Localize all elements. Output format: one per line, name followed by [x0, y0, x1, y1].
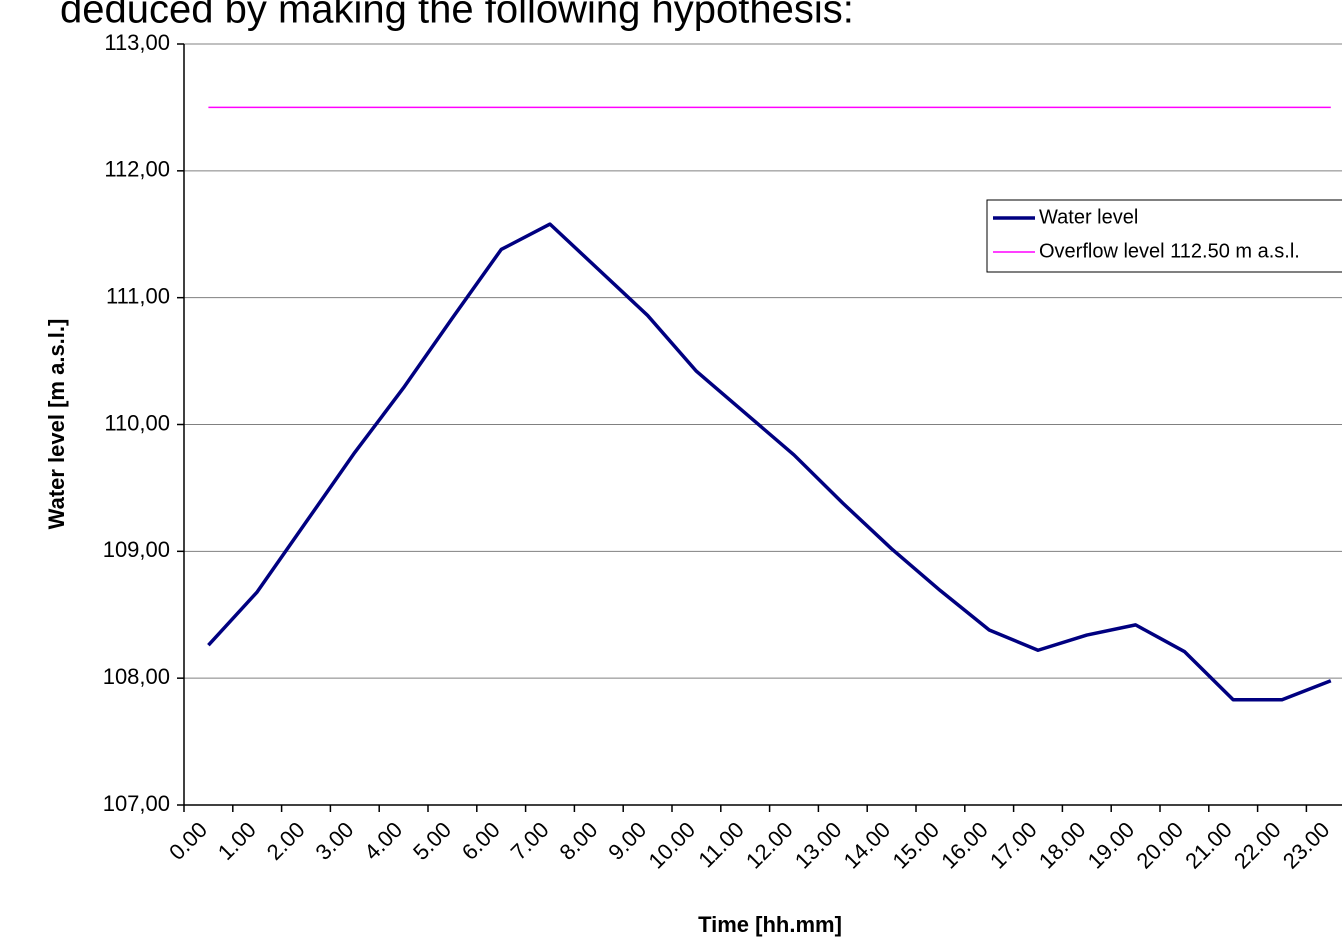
x-tick-label: 7.00 [506, 817, 554, 865]
x-tick-label: 1.00 [213, 817, 261, 865]
y-tick-label: 108,00 [103, 664, 170, 689]
x-tick-label: 10.00 [643, 817, 700, 874]
x-tick-label: 17.00 [985, 817, 1042, 874]
x-tick-label: 2.00 [262, 817, 310, 865]
x-tick-label: 18.00 [1034, 817, 1091, 874]
x-tick-label: 8.00 [554, 817, 602, 865]
series-line [207, 222, 1332, 702]
y-tick-label: 107,00 [103, 791, 170, 816]
x-tick-label: 6.00 [457, 817, 505, 865]
y-tick-label: 110,00 [104, 410, 170, 435]
x-tick-label: 16.00 [936, 817, 993, 874]
x-tick-label: 22.00 [1229, 817, 1286, 874]
x-tick-label: 14.00 [839, 817, 896, 874]
x-tick-label: 15.00 [887, 817, 944, 874]
x-tick-label: 4.00 [359, 817, 407, 865]
x-tick-label: 13.00 [790, 817, 847, 874]
x-tick-label: 5.00 [408, 817, 456, 865]
x-tick-label: 20.00 [1131, 817, 1188, 874]
y-tick-label: 111,00 [106, 283, 170, 308]
x-tick-label: 23.00 [1278, 817, 1335, 874]
y-tick-label: 113,00 [104, 30, 170, 55]
legend: Water level Overflow level 112.50 m a.s.l… [986, 199, 1342, 273]
x-tick-label: 12.00 [741, 817, 798, 874]
legend-label: Overflow level 112.50 m a.s.l. [1039, 240, 1300, 262]
x-tick-label: 0.00 [164, 817, 212, 865]
y-axis-title: Water level [m a.s.l.] [44, 319, 69, 530]
y-tick-label: 112,00 [104, 157, 170, 182]
y-tick-label: 109,00 [103, 537, 170, 562]
x-tick-label: 19.00 [1083, 817, 1140, 874]
heading: deduced by making the following hypothes… [60, 0, 854, 32]
x-axis-title: Time [hh.mm] [698, 912, 842, 937]
x-tick-label: 11.00 [693, 817, 748, 872]
legend-label: Water level [1039, 206, 1138, 228]
legend-box [986, 199, 1342, 273]
x-tick-label: 3.00 [310, 817, 358, 865]
x-tick-label: 21.00 [1180, 817, 1237, 874]
